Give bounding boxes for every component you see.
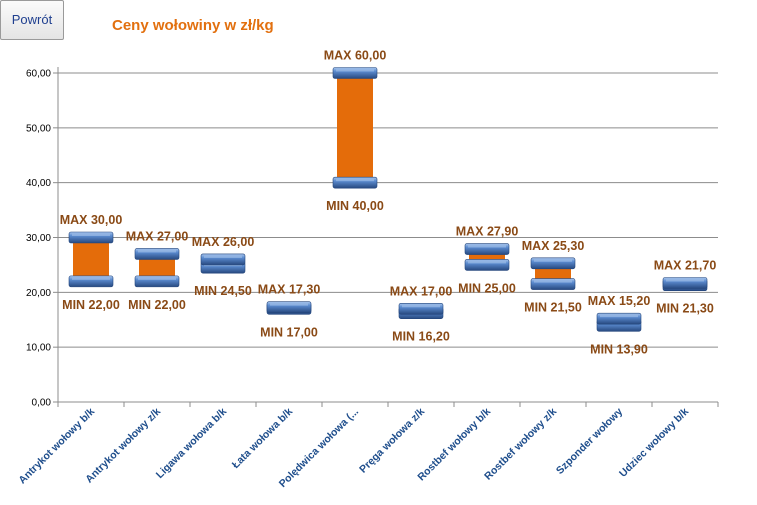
data-labels: MAX 30,00 MIN 22,00 MAX 27,00 MIN 22,00 MAX …	[60, 49, 717, 357]
min-label: MIN 21,30	[656, 302, 714, 316]
cap-highlight	[270, 303, 308, 306]
min-label: MIN 21,50	[524, 301, 582, 315]
cap-highlight	[336, 178, 374, 182]
gridlines	[53, 72, 718, 403]
y-tick-label: 40,00	[26, 178, 51, 189]
min-label: MIN 16,20	[392, 330, 450, 344]
cap-highlight	[402, 304, 440, 308]
max-label: MAX 27,00	[126, 229, 189, 243]
cap-highlight	[204, 255, 242, 258]
y-tick-label: 10,00	[26, 343, 51, 354]
category-label: Ligawa wołowa b/k	[154, 406, 229, 481]
cap-highlight	[468, 245, 506, 248]
cap-highlight	[336, 69, 374, 72]
min-label: MIN 40,00	[326, 199, 384, 213]
max-label: MAX 30,00	[60, 213, 123, 227]
cap-highlight	[534, 259, 572, 262]
cap-highlight	[138, 249, 176, 253]
price-range-bar	[337, 73, 373, 183]
y-tick-label: 20,00	[26, 288, 51, 299]
back-button[interactable]: Powrót	[0, 0, 64, 40]
chart-title: Ceny wołowiny w zł/kg	[112, 17, 274, 34]
min-label: MIN 17,00	[260, 325, 318, 339]
cap-highlight	[600, 314, 638, 318]
max-label: MAX 60,00	[324, 49, 387, 63]
min-label: MIN 25,00	[458, 281, 516, 295]
range-bars	[68, 67, 708, 332]
category-label: Łata wołowa b/k	[230, 406, 296, 472]
max-label: MAX 25,30	[522, 239, 585, 253]
category-label: Rostbef wołowy z/k	[482, 406, 559, 483]
y-tick-label: 50,00	[26, 123, 51, 134]
cap-highlight	[72, 277, 110, 280]
category-label: Pręga wołowa z/k	[357, 406, 427, 476]
y-tick-label: 60,00	[26, 69, 51, 80]
min-label: MIN 13,90	[590, 342, 648, 356]
cap-highlight	[666, 279, 704, 282]
y-axis-ticks: 0,00 10,00 20,00 30,00 40,00 50,00 60,00	[26, 69, 51, 409]
price-range-bar	[73, 237, 109, 282]
category-label: Udziec wołowy b/k	[617, 406, 691, 480]
category-label: Antrykot wołowy z/k	[83, 406, 163, 486]
max-label: MAX 27,90	[456, 225, 519, 239]
min-label: MIN 24,50	[194, 284, 252, 298]
category-label: Rostbef wołowy b/k	[415, 406, 493, 484]
max-label: MAX 26,00	[192, 235, 255, 249]
y-tick-label: 0,00	[32, 398, 52, 409]
y-tick-label: 30,00	[26, 233, 51, 244]
category-label: Szponder wołowy	[554, 406, 625, 477]
max-label: MAX 17,30	[258, 283, 321, 297]
max-label: MAX 17,00	[390, 284, 453, 298]
max-label: MAX 15,20	[588, 294, 651, 308]
cap-highlight	[72, 233, 110, 236]
cap-highlight	[468, 260, 506, 264]
cap-highlight	[138, 277, 176, 280]
min-label: MIN 22,00	[128, 298, 186, 312]
axes	[57, 67, 719, 407]
min-label: MIN 22,00	[62, 298, 120, 312]
max-label: MAX 21,70	[654, 259, 717, 273]
cap-highlight	[534, 280, 572, 283]
